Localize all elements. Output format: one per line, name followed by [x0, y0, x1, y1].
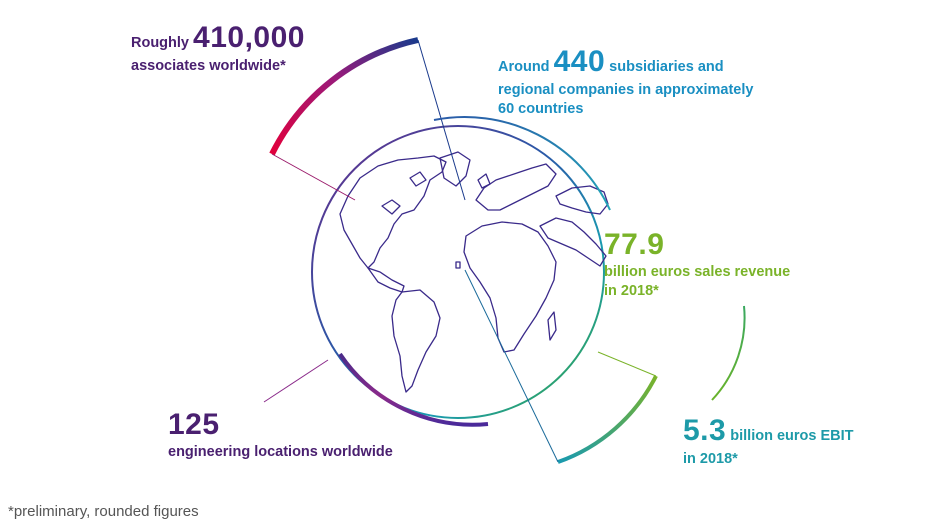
subsidiaries-stat: Around 440 subsidiaries and regional com… [498, 44, 798, 119]
subsidiaries-suffix: subsidiaries and [605, 59, 724, 75]
ebit-connector-2 [464, 269, 559, 463]
associates-arc [269, 37, 419, 156]
revenue-stat: 77.9 billion euros sales revenue in 2018… [604, 230, 790, 301]
associates-stat: Roughly 410,000 associates worldwide* [131, 20, 305, 75]
associates-connector [271, 153, 356, 201]
associates-connector-2 [417, 39, 466, 201]
ebit-arc [557, 375, 658, 464]
ebit-stat: 5.3 billion euros EBIT in 2018* [683, 413, 854, 468]
engineering-stat: 125 engineering locations worldwide [168, 410, 393, 461]
subsidiaries-prefix: Around [498, 59, 554, 75]
ebit-label-line2: in 2018* [683, 451, 738, 467]
subsidiaries-value: 440 [553, 45, 606, 78]
associates-label: associates worldwide* [131, 58, 286, 74]
associates-value: 410,000 [193, 21, 305, 54]
revenue-arc [711, 305, 746, 401]
footnote: *preliminary, rounded figures [8, 503, 199, 520]
revenue-value: 77.9 [604, 228, 665, 261]
subsidiaries-label-line3: 60 countries [498, 101, 584, 118]
globe-outline [311, 125, 605, 419]
engineering-label: engineering locations worldwide [168, 444, 393, 460]
ebit-suffix: billion euros EBIT [726, 428, 854, 444]
engineering-value: 125 [168, 408, 220, 441]
revenue-label-line3: in 2018* [604, 283, 659, 300]
revenue-label-line2: billion euros sales revenue [604, 264, 791, 280]
world-map-continents [339, 151, 609, 393]
engineering-connector [263, 359, 329, 403]
engineering-arc [338, 352, 489, 427]
subsidiaries-label-line2: regional companies in approximately [498, 82, 754, 98]
associates-prefix: Roughly [131, 35, 194, 51]
ebit-connector [597, 351, 657, 377]
ebit-value: 5.3 [683, 414, 727, 447]
subsidiaries-arc [433, 116, 611, 211]
